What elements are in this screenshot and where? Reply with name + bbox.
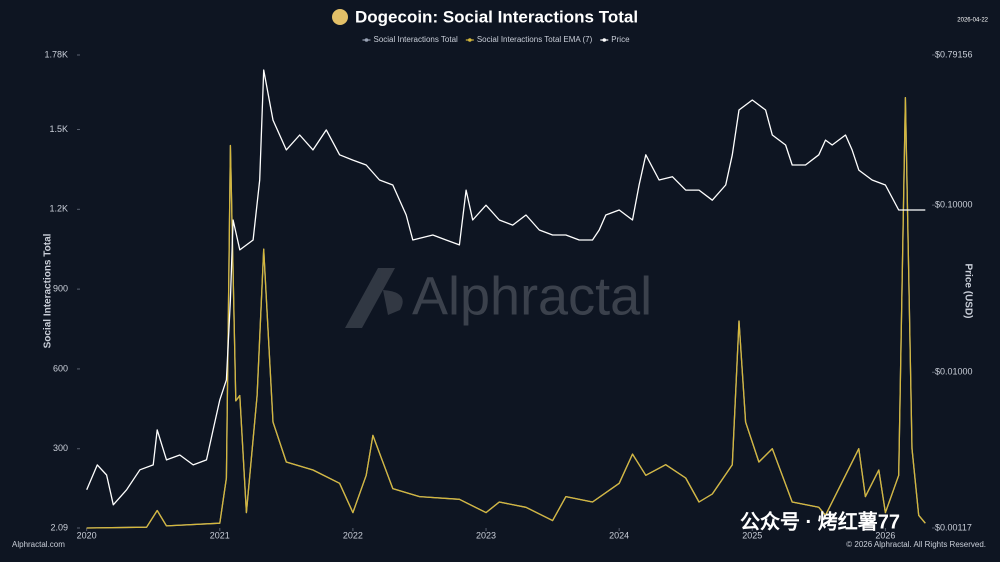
y-tick-label: 300	[53, 443, 68, 453]
y2-tick-label: $0.10000	[935, 200, 973, 210]
y-tick-label: 900	[53, 283, 68, 293]
legend-item: Social Interactions Total	[362, 35, 458, 44]
legend-label: Social Interactions Total EMA (7)	[477, 35, 593, 44]
coin-icon	[332, 9, 348, 25]
legend-label: Price	[611, 35, 630, 44]
x-tick-label: 2023	[476, 530, 496, 540]
legend-dot	[364, 38, 369, 42]
x-tick-label: 2025	[742, 530, 762, 540]
overlay-text: 公众号 · 烤红薯77	[740, 509, 900, 533]
legend-dot	[602, 38, 607, 42]
x-tick-label: 2022	[343, 530, 363, 540]
y-axis-title: Social Interactions Total	[43, 233, 54, 348]
legend-item: Social Interactions Total EMA (7)	[465, 35, 593, 44]
watermark: Alphractal	[412, 266, 652, 326]
x-tick-label: 2026	[875, 530, 895, 540]
x-tick-label: 2021	[210, 530, 230, 540]
source: Alphractal.com	[12, 540, 65, 549]
series-line	[86, 69, 926, 506]
y2-tick-label: $0.01000	[935, 367, 973, 377]
legend-item: Price	[600, 35, 630, 44]
legend: Social Interactions Total Social Interact…	[362, 35, 630, 44]
y-tick-label: 1.78K	[44, 49, 68, 59]
legend-label: Social Interactions Total	[373, 35, 458, 44]
y2-tick-label: $0.00117	[935, 522, 972, 532]
chart-title: Dogecoin: Social Interactions Total	[355, 7, 638, 26]
x-tick-label: 2020	[77, 530, 97, 540]
y-tick-label: 2.09	[50, 522, 68, 532]
y2-axis-title: Price (USD)	[962, 263, 973, 318]
copyright: © 2026 Alphractal. All Rights Reserved.	[846, 540, 986, 549]
y-tick-label: 1.5K	[49, 124, 68, 134]
watermark-logo	[345, 268, 403, 328]
legend-dot	[468, 38, 472, 42]
x-tick-label: 2024	[609, 530, 629, 540]
y-tick-label: 1.2K	[49, 204, 68, 214]
series-line	[86, 96, 926, 529]
y2-tick-label: $0.79156	[935, 49, 973, 59]
y-tick-label: 600	[53, 363, 68, 373]
date: 2026-04-22	[957, 18, 988, 24]
